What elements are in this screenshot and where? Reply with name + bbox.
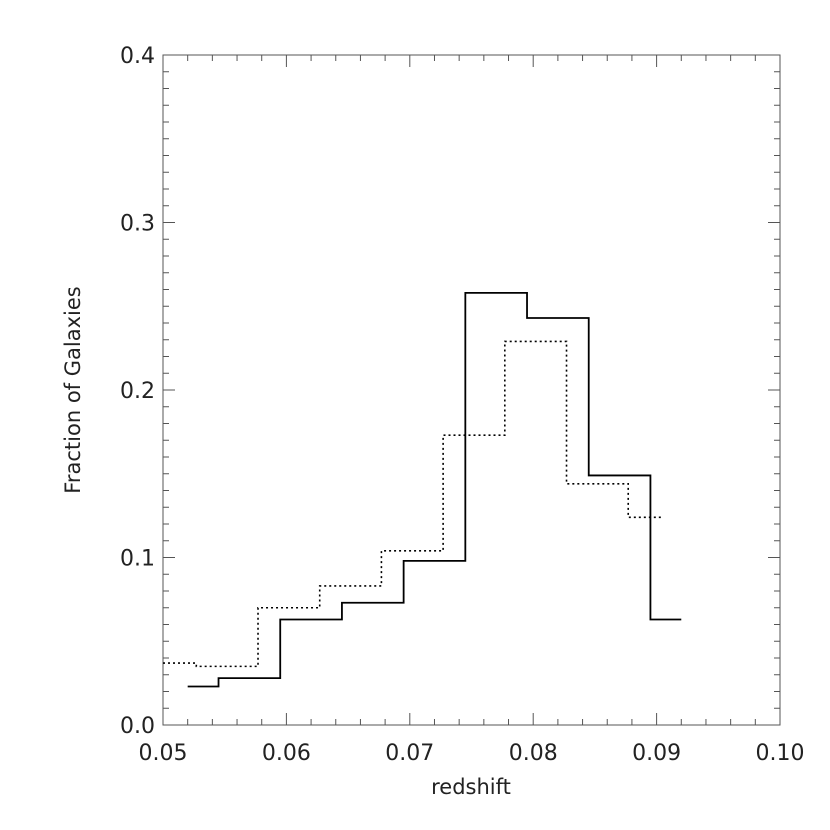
x-tick-label: 0.08 [509,741,558,766]
plot-frame [162,54,781,726]
series-solid-histogram [187,291,682,688]
series-layer [163,291,682,688]
x-tick-label: 0.05 [139,741,188,766]
x-axis-label: redshift [431,775,511,799]
axis-tick-labels: 0.05 0.06 0.07 0.08 0.09 0.10 0.0 0.1 0.2 0.3 0.4 [120,44,804,766]
axis-ticks [162,54,781,726]
y-tick-label: 0.4 [120,44,155,69]
x-tick-label: 0.07 [385,741,434,766]
y-axis-label: Fraction of Galaxies [61,286,85,493]
y-tick-label: 0.1 [120,547,155,572]
x-tick-label: 0.09 [632,741,681,766]
y-tick-label: 0.0 [120,714,155,739]
x-tick-label: 0.10 [756,741,805,766]
series-dotted-histogram [163,340,663,668]
x-tick-label: 0.06 [262,741,311,766]
y-tick-label: 0.2 [120,379,155,404]
y-tick-label: 0.3 [120,212,155,237]
